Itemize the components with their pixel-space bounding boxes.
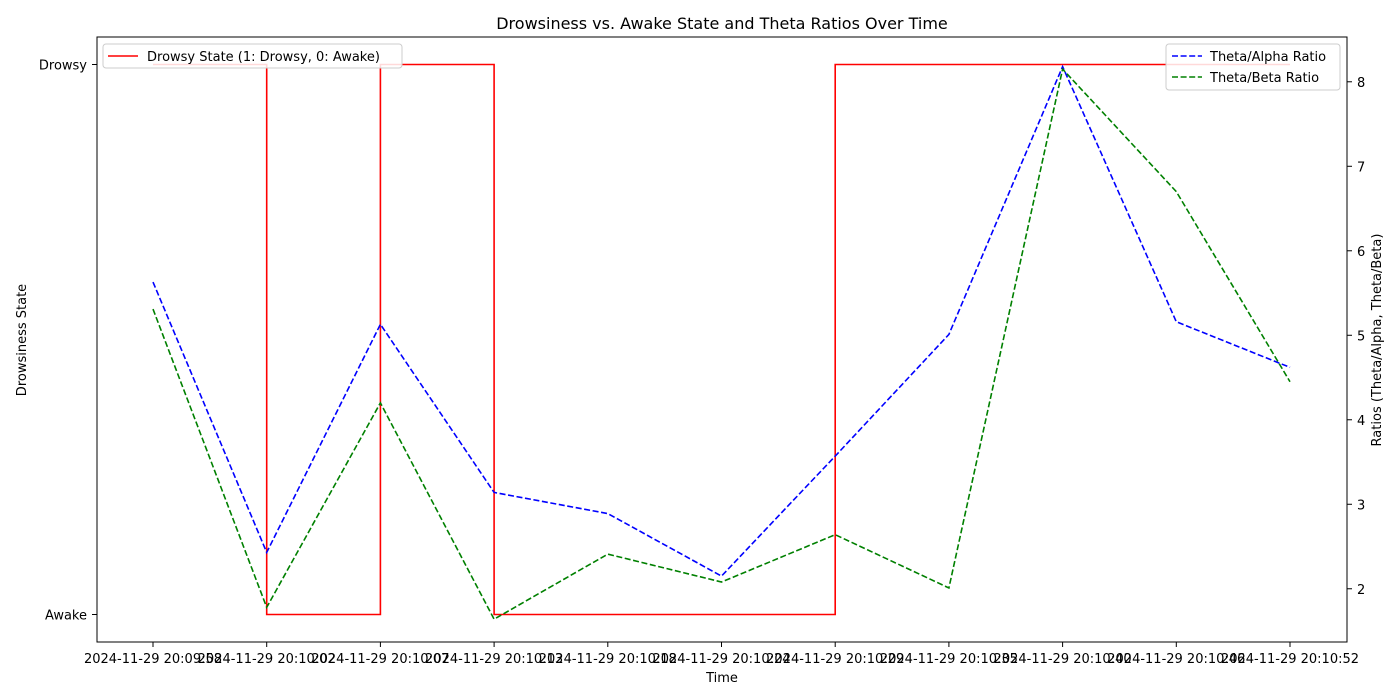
x-tick-label: 2024-11-29 20:10:29 bbox=[766, 652, 904, 667]
left-tick-label: Drowsy bbox=[39, 59, 87, 74]
left-axis-ticks: Awake Drowsy bbox=[39, 59, 97, 624]
legend-drowsy: Drowsy State (1: Drowsy, 0: Awake) bbox=[102, 43, 403, 69]
legend-box bbox=[102, 43, 403, 69]
right-tick-label: 5 bbox=[1357, 329, 1365, 344]
legend-ratios: Theta/Alpha Ratio Theta/Beta Ratio bbox=[1165, 43, 1341, 91]
x-tick-label: 2024-11-29 20:10:52 bbox=[1221, 652, 1359, 667]
series-line-1 bbox=[153, 63, 1290, 616]
x-tick-label: 2024-11-29 20:10:13 bbox=[425, 652, 563, 667]
x-tick-label: 2024-11-29 20:10:24 bbox=[652, 652, 790, 667]
right-tick-label: 3 bbox=[1357, 498, 1365, 513]
x-tick-label: 2024-11-29 20:10:40 bbox=[994, 652, 1132, 667]
legend-label: Theta/Alpha Ratio bbox=[1209, 50, 1326, 65]
right-tick-label: 4 bbox=[1357, 414, 1365, 429]
x-tick-label: 2024-11-29 20:10:46 bbox=[1107, 652, 1245, 667]
right-tick-label: 7 bbox=[1357, 160, 1365, 175]
right-tick-label: 2 bbox=[1357, 583, 1365, 598]
right-tick-label: 8 bbox=[1357, 76, 1365, 91]
x-tick-label: 2024-11-29 20:10:07 bbox=[311, 652, 449, 667]
series-line-3 bbox=[152, 67, 1291, 621]
legend-label: Drowsy State (1: Drowsy, 0: Awake) bbox=[147, 50, 380, 65]
legend-label: Theta/Beta Ratio bbox=[1209, 71, 1319, 86]
legend-box bbox=[1165, 43, 1341, 91]
x-axis-title: Time bbox=[705, 671, 738, 686]
right-tick-label: 6 bbox=[1357, 245, 1365, 260]
right-axis-title: Ratios (Theta/Alpha, Theta/Beta) bbox=[1370, 234, 1385, 447]
left-axis-title: Drowsiness State bbox=[15, 284, 30, 396]
chart-title: Drowsiness vs. Awake State and Theta Rat… bbox=[496, 14, 948, 33]
plot-area bbox=[96, 36, 1348, 643]
series-line-2 bbox=[152, 64, 1291, 578]
x-tick-label: 2024-11-29 20:10:35 bbox=[880, 652, 1018, 667]
right-axis-ticks: 2 3 4 5 6 7 8 bbox=[1347, 76, 1365, 598]
plot-frame bbox=[96, 36, 1348, 643]
x-tick-label: 2024-11-29 20:10:02 bbox=[198, 652, 336, 667]
x-tick-label: 2024-11-29 20:10:18 bbox=[539, 652, 677, 667]
left-tick-label: Awake bbox=[45, 609, 87, 624]
x-tick-label: 2024-11-29 20:09:58 bbox=[84, 652, 222, 667]
